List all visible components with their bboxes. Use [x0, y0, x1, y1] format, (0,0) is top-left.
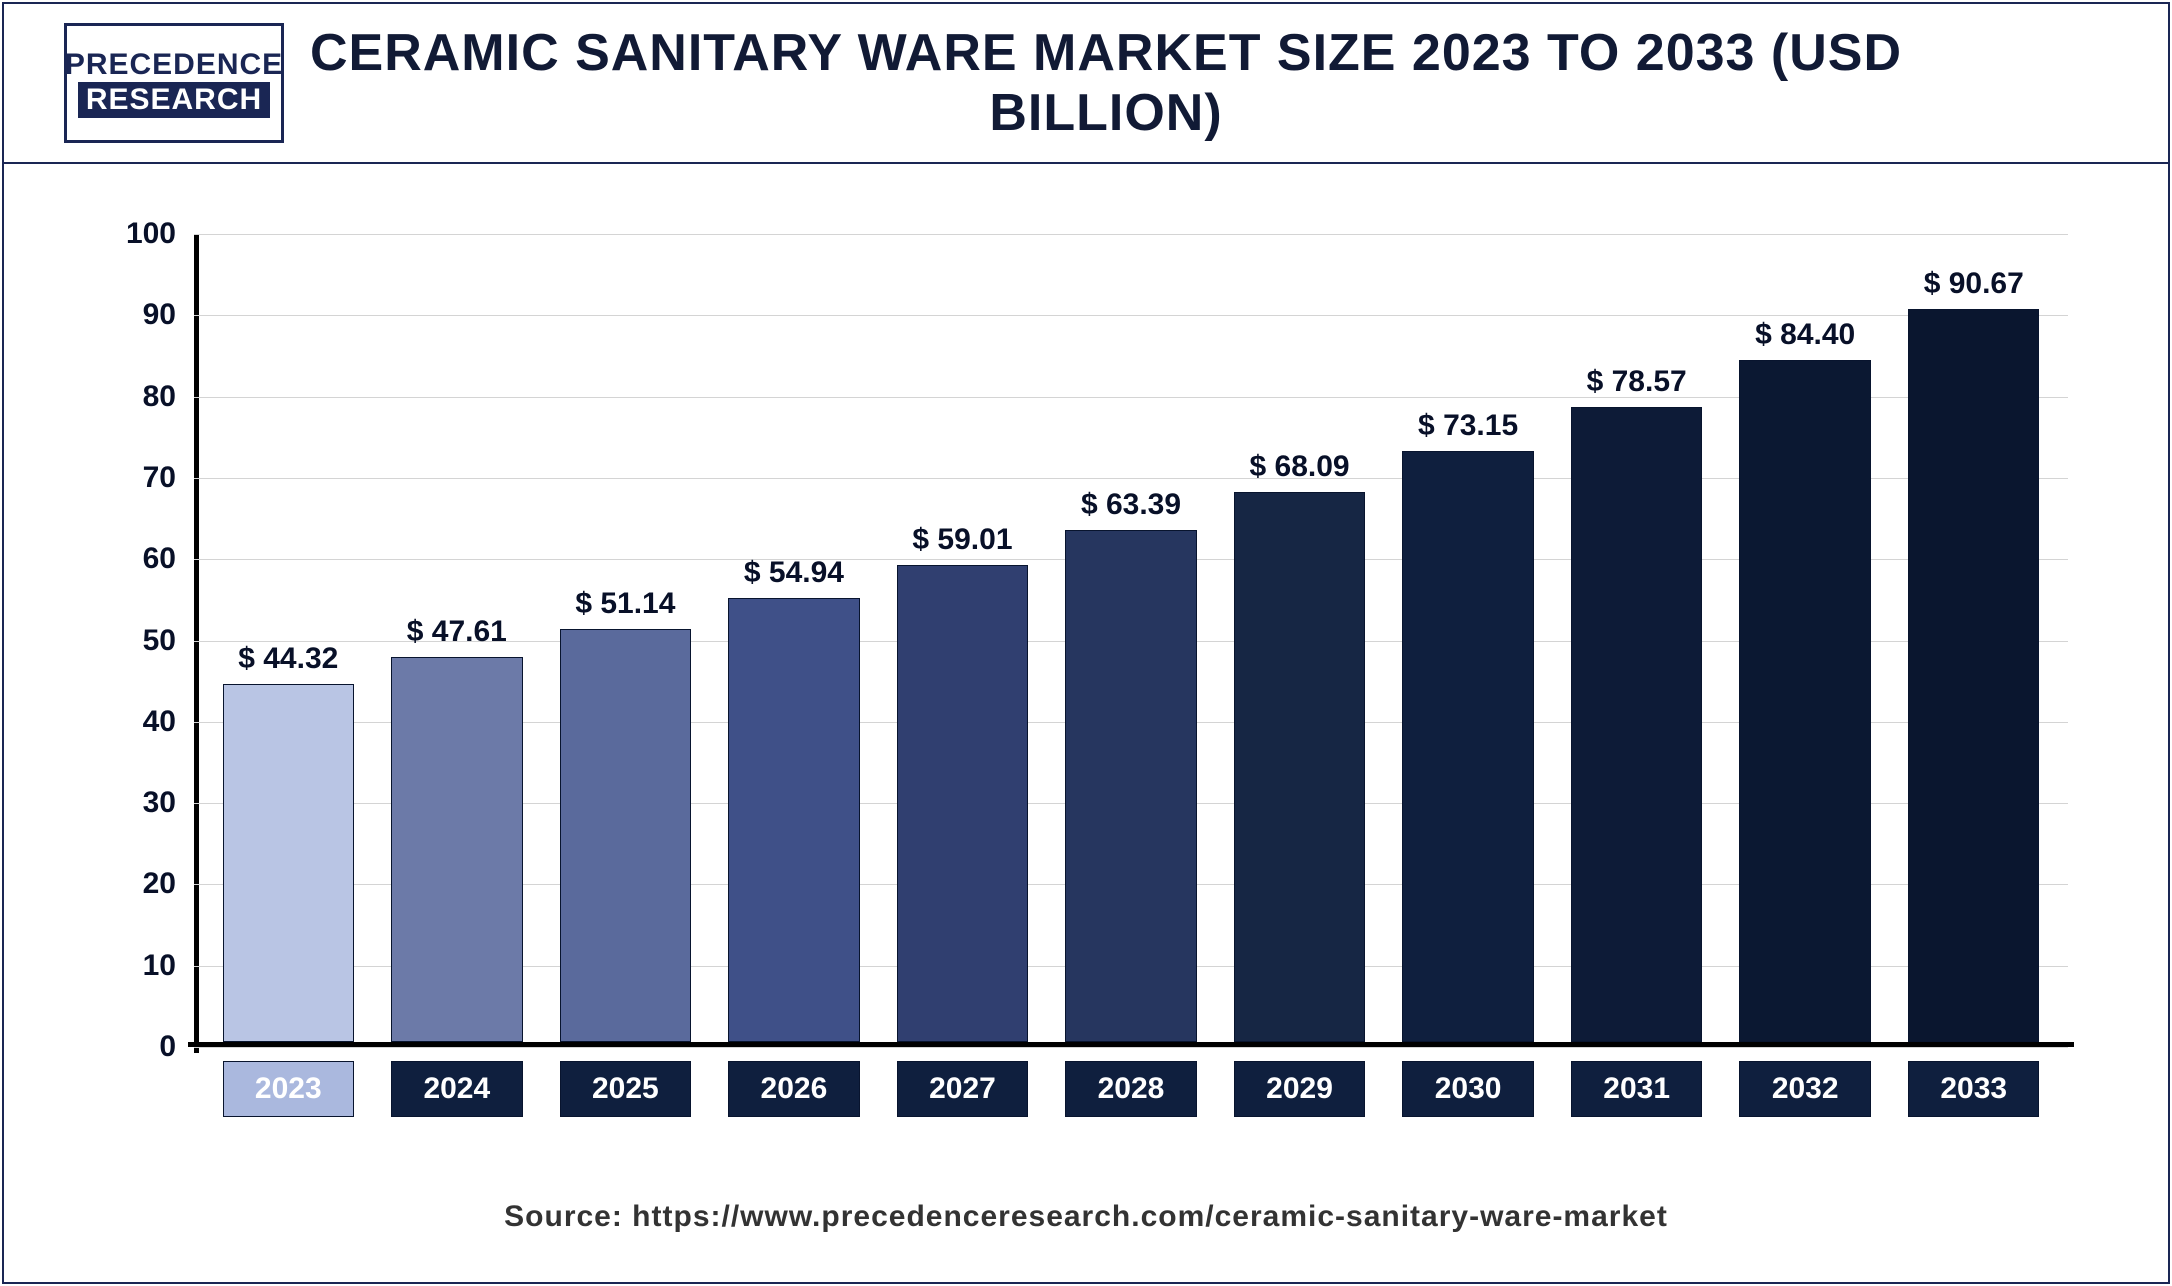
y-tick-label: 30 — [143, 786, 194, 820]
bar-slot: $ 59.01 — [878, 234, 1047, 1042]
bars-container: $ 44.32 $ 47.61 $ 51.14 $ 54.94 $ 59.01 $ 63.… — [194, 234, 2068, 1042]
bar-value-label: $ 63.39 — [1081, 488, 1181, 522]
logo-line-1: PRECEDENCE — [65, 49, 283, 81]
brand-logo: PRECEDENCE RESEARCH — [64, 23, 284, 143]
x-category-label: 2026 — [728, 1061, 859, 1117]
y-tick-label: 0 — [159, 1030, 194, 1064]
grid-line — [194, 1047, 2068, 1048]
x-category-label: 2033 — [1908, 1061, 2039, 1117]
source-citation: Source: https://www.precedenceresearch.c… — [4, 1200, 2168, 1234]
bar-slot: $ 90.67 — [1889, 234, 2058, 1042]
x-axis-labels: 2023 2024 2025 2026 2027 2028 2029 2030 2031 2032… — [194, 1061, 2068, 1117]
x-label-slot: 2026 — [710, 1061, 879, 1117]
chart-region: 0102030405060708090100 $ 44.32$ 47.61$ 5… — [104, 204, 2088, 1162]
plot-area: 0102030405060708090100 $ 44.32$ 47.61$ 5… — [194, 234, 2068, 1047]
bar-value-label: $ 47.61 — [407, 615, 507, 649]
y-tick-label: 20 — [143, 867, 194, 901]
bar-value-label: $ 68.09 — [1250, 450, 1350, 484]
bar-slot: $ 78.57 — [1552, 234, 1721, 1042]
bar-rect — [1739, 360, 1870, 1042]
bar-slot: $ 54.94 — [710, 234, 879, 1042]
bar-slot: $ 63.39 — [1047, 234, 1216, 1042]
chart-frame: PRECEDENCE RESEARCH CERAMIC SANITARY WAR… — [2, 2, 2170, 1284]
bar-rect — [560, 629, 691, 1042]
bar-rect — [1234, 492, 1365, 1042]
y-tick-label: 70 — [143, 461, 194, 495]
x-category-label: 2025 — [560, 1061, 691, 1117]
x-label-slot: 2031 — [1552, 1061, 1721, 1117]
bar-slot: $ 84.40 — [1721, 234, 1890, 1042]
y-tick-label: 40 — [143, 705, 194, 739]
x-category-label: 2030 — [1402, 1061, 1533, 1117]
bar-rect — [897, 565, 1028, 1042]
x-label-slot: 2033 — [1889, 1061, 2058, 1117]
y-tick-label: 100 — [126, 217, 194, 251]
bar-slot: $ 73.15 — [1384, 234, 1553, 1042]
chart-title: CERAMIC SANITARY WARE MARKET SIZE 2023 T… — [284, 23, 2108, 143]
bar-value-label: $ 84.40 — [1755, 318, 1855, 352]
y-tick-label: 10 — [143, 949, 194, 983]
x-category-label: 2031 — [1571, 1061, 1702, 1117]
bar-value-label: $ 44.32 — [238, 642, 338, 676]
x-category-label: 2028 — [1065, 1061, 1196, 1117]
x-label-slot: 2025 — [541, 1061, 710, 1117]
bar-rect — [1571, 407, 1702, 1042]
x-label-slot: 2032 — [1721, 1061, 1890, 1117]
x-label-slot: 2027 — [878, 1061, 1047, 1117]
bar-slot: $ 44.32 — [204, 234, 373, 1042]
x-label-slot: 2029 — [1215, 1061, 1384, 1117]
x-category-label: 2023 — [223, 1061, 354, 1117]
x-category-label: 2024 — [391, 1061, 522, 1117]
bar-slot: $ 47.61 — [373, 234, 542, 1042]
bar-value-label: $ 54.94 — [744, 556, 844, 590]
bar-rect — [1402, 451, 1533, 1042]
x-label-slot: 2030 — [1384, 1061, 1553, 1117]
bar-rect — [728, 598, 859, 1042]
bar-value-label: $ 78.57 — [1587, 365, 1687, 399]
x-label-slot: 2023 — [204, 1061, 373, 1117]
bar-value-label: $ 90.67 — [1924, 267, 2024, 301]
x-label-slot: 2028 — [1047, 1061, 1216, 1117]
x-label-slot: 2024 — [373, 1061, 542, 1117]
header-bar: PRECEDENCE RESEARCH CERAMIC SANITARY WAR… — [4, 4, 2168, 164]
bar-rect — [223, 684, 354, 1042]
bar-value-label: $ 59.01 — [912, 523, 1012, 557]
bar-rect — [1065, 530, 1196, 1042]
bar-rect — [391, 657, 522, 1042]
x-category-label: 2032 — [1739, 1061, 1870, 1117]
bar-value-label: $ 73.15 — [1418, 409, 1518, 443]
bar-rect — [1908, 309, 2039, 1042]
y-tick-label: 90 — [143, 298, 194, 332]
bar-slot: $ 51.14 — [541, 234, 710, 1042]
y-tick-label: 60 — [143, 542, 194, 576]
x-category-label: 2029 — [1234, 1061, 1365, 1117]
logo-line-2: RESEARCH — [78, 82, 270, 118]
x-category-label: 2027 — [897, 1061, 1028, 1117]
bar-value-label: $ 51.14 — [575, 587, 675, 621]
y-tick-label: 50 — [143, 624, 194, 658]
y-tick-label: 80 — [143, 380, 194, 414]
bar-slot: $ 68.09 — [1215, 234, 1384, 1042]
